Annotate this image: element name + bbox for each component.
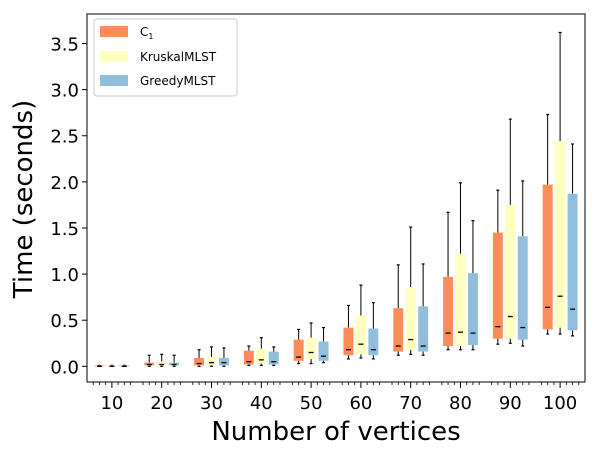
legend-label-c1: C1	[140, 25, 153, 41]
legend-label-greedymlst: GreedyMLST	[140, 74, 216, 88]
box-greedymlst-50-body	[318, 341, 329, 361]
legend: C1 KruskalMLST GreedyMLST	[93, 18, 238, 97]
box-greedymlst-30-body	[218, 358, 229, 366]
box-greedymlst-100-body	[567, 193, 578, 331]
legend-label-c1-main: C	[140, 25, 148, 39]
x-axis-label: Number of vertices	[211, 417, 460, 447]
y-axis: 0.0 0.5 1.0 1.5 2.0 2.5 3.0 3.5	[50, 35, 87, 378]
box-kruskalmlst-40-body	[256, 348, 267, 364]
box-greedymlst-70-body	[418, 306, 429, 352]
box-greedymlst-80-body	[467, 273, 478, 346]
legend-label-c1-subscript: 1	[148, 32, 153, 41]
x-tick-label-9: 100	[543, 393, 577, 414]
box-kruskalmlst-80-body	[455, 253, 466, 347]
y-tick-label-7: 3.5	[50, 35, 79, 56]
x-tick-label-2: 30	[200, 393, 223, 414]
y-tick-label-3: 1.5	[50, 219, 79, 240]
x-tick-label-1: 20	[150, 393, 173, 414]
box-kruskalmlst-90-body	[505, 204, 516, 339]
y-tick-label-1: 0.5	[50, 311, 79, 332]
y-tick-label-0: 0.0	[50, 357, 79, 378]
x-tick-label-5: 60	[349, 393, 372, 414]
box-kruskalmlst-70-body	[405, 287, 416, 350]
box-c1-100-body	[542, 184, 553, 330]
legend-label-kruskalmlst: KruskalMLST	[140, 50, 217, 64]
plot-frame	[86, 13, 586, 383]
box-kruskalmlst-30-body	[206, 357, 217, 366]
x-tick-label-0: 10	[100, 393, 123, 414]
x-tick-label-8: 90	[499, 393, 522, 414]
y-tick-label-5: 2.5	[50, 127, 79, 148]
box-c1-60-body	[343, 327, 354, 356]
legend-swatch-kruskalmlst	[100, 51, 128, 62]
box-kruskalmlst-50-body	[306, 337, 317, 359]
x-tick-label-4: 50	[300, 393, 323, 414]
legend-swatch-c1	[100, 26, 128, 37]
y-tick-label-4: 2.0	[50, 173, 79, 194]
box-c1-90-body	[492, 232, 503, 339]
x-tick-label-6: 70	[399, 393, 422, 414]
x-tick-label-3: 40	[250, 393, 273, 414]
box-greedymlst-90-body	[517, 236, 528, 340]
box-c1-50-body	[293, 339, 304, 361]
box-greedymlst-40-body	[268, 351, 279, 365]
y-axis-label: Time (seconds)	[9, 100, 39, 299]
box-kruskalmlst-20-body	[156, 361, 167, 366]
x-axis: 10 20 30 40 50 60 70 80 90 100	[92, 382, 580, 414]
box-kruskalmlst-60-body	[355, 315, 366, 355]
box-kruskalmlst-100-body	[555, 141, 566, 328]
box-c1-70-body	[393, 308, 404, 352]
box-c1-30-body	[194, 358, 205, 366]
box-c1-80-body	[443, 276, 454, 347]
box-greedymlst-60-body	[368, 328, 379, 356]
legend-swatch-greedymlst	[100, 75, 128, 86]
y-tick-label-2: 1.0	[50, 265, 79, 286]
boxes-layer	[94, 31, 578, 367]
box-c1-40-body	[243, 350, 254, 365]
legend-frame	[93, 18, 238, 97]
x-tick-label-7: 80	[449, 393, 472, 414]
y-tick-label-6: 3.0	[50, 81, 79, 102]
